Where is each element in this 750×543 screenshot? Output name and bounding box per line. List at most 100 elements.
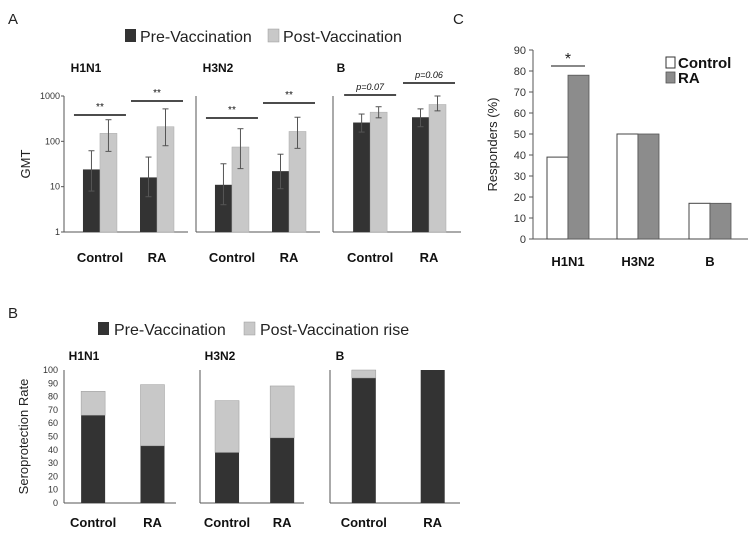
panel-letter-c: C: [453, 11, 464, 28]
a-0-category-label: Control: [77, 250, 123, 265]
b-1-category-label: RA: [273, 515, 292, 530]
a-2-category-label: Control: [347, 250, 393, 265]
c-category-label: H1N1: [551, 254, 584, 269]
legend-a-pre-label: Pre-Vaccination: [140, 29, 252, 46]
legend-c-control-swatch: [665, 56, 676, 69]
b-y-axis-title: Seroprotection Rate: [16, 379, 31, 495]
c-y-tick-label: 30: [514, 171, 526, 183]
b-y-tick-label: 20: [48, 471, 58, 481]
a-2-title: B: [337, 61, 346, 75]
a-2-bar-pre: [353, 122, 371, 232]
a-0-sig-label: **: [153, 88, 161, 99]
c-y-tick-label: 0: [520, 234, 526, 246]
a-y-tick-label: 1: [55, 227, 60, 237]
a-1-sig-label: **: [228, 105, 236, 116]
legend-b: Pre-Vaccination Post-Vaccination rise: [98, 321, 409, 339]
c-y-tick-label: 70: [514, 87, 526, 99]
a-y-tick-label: 10: [50, 182, 60, 192]
a-2-category-label: RA: [420, 250, 439, 265]
chart-c: Responders (%) 0 10 20 30 40 50 60 70 80 90 H1N1 H3N…: [485, 45, 748, 269]
a-0-bar-pre: [140, 177, 157, 232]
b-y-tick-label: 10: [48, 485, 58, 495]
a-1-category-label: Control: [209, 250, 255, 265]
legend-b-pre-swatch: [98, 322, 109, 335]
a-1-bar-pre: [214, 184, 232, 232]
b-0-category-label: RA: [143, 515, 162, 530]
a-2-bar-post: [428, 104, 447, 233]
a-2-sig-label: p=0.06: [414, 70, 443, 80]
a-2-sig-label: p=0.07: [355, 82, 385, 92]
b-0-bar-rise: [140, 384, 165, 447]
a-0-category-label: RA: [148, 250, 167, 265]
legend-a-post-label: Post-Vaccination: [283, 29, 402, 46]
b-y-tick-label: 50: [48, 432, 58, 442]
a-y-tick-label: 1000: [40, 91, 60, 101]
c-category-label: H3N2: [621, 254, 654, 269]
b-0-bar-rise: [80, 391, 106, 416]
b-y-tick-label: 0: [53, 498, 58, 508]
b-y-tick-label: 80: [48, 392, 58, 402]
c-y-tick-label: 80: [514, 66, 526, 78]
a-0-title: H1N1: [71, 61, 102, 75]
legend-c-ra-label: RA: [678, 70, 700, 87]
chart-a: GMT 1 10 100 1000 H1N1 Control ** RA ** H3N2 Contro…: [18, 61, 461, 265]
c-y-tick-label: 90: [514, 45, 526, 57]
b-0-bar-pre: [140, 445, 165, 503]
c-y-tick-label: 40: [514, 150, 526, 162]
a-1-sig-label: **: [285, 90, 293, 101]
b-1-bar-rise: [214, 400, 240, 453]
b-2-bar-pre: [420, 370, 445, 503]
b-2-bar-pre: [351, 377, 376, 503]
legend-b-pre-label: Pre-Vaccination: [114, 322, 226, 339]
b-1-category-label: Control: [204, 515, 250, 530]
legend-c-ra-swatch: [665, 71, 676, 84]
b-2-category-label: RA: [423, 515, 442, 530]
b-y-tick-label: 60: [48, 418, 58, 428]
legend-a: Pre-Vaccination Post-Vaccination: [125, 28, 402, 46]
a-2-bar-pre: [412, 117, 429, 232]
c-bar-ra: [709, 202, 732, 240]
a-1-bar-pre: [272, 171, 289, 232]
c-bar-control: [546, 156, 569, 240]
b-0-bar-pre: [81, 415, 106, 503]
c-sig-label: *: [565, 51, 571, 68]
b-1-title: H3N2: [205, 349, 236, 363]
b-1-bar-pre: [270, 437, 295, 503]
c-category-label: B: [705, 254, 714, 269]
b-1-bar-pre: [215, 452, 240, 503]
b-y-tick-label: 40: [48, 445, 58, 455]
legend-c-control-label: Control: [678, 55, 731, 72]
b-1-bar-rise: [269, 385, 295, 439]
a-1-title: H3N2: [203, 61, 234, 75]
b-0-title: H1N1: [69, 349, 100, 363]
a-0-bar-pre: [82, 169, 100, 232]
b-y-tick-label: 90: [48, 378, 58, 388]
c-bar-control: [688, 202, 711, 240]
chart-b: Seroprotection Rate 0 10 20 30 40 50 60 70 80 90 10…: [16, 349, 460, 530]
b-0-category-label: Control: [70, 515, 116, 530]
a-2-bar-post: [369, 111, 388, 233]
legend-b-post-swatch: [243, 321, 256, 336]
panel-letter-a: A: [8, 11, 18, 28]
c-y-tick-label: 20: [514, 192, 526, 204]
b-y-tick-label: 70: [48, 405, 58, 415]
c-y-tick-label: 10: [514, 213, 526, 225]
b-y-tick-label: 100: [43, 365, 58, 375]
legend-a-post-swatch: [267, 28, 280, 43]
c-y-axis-title: Responders (%): [485, 98, 500, 192]
legend-c: Control RA: [665, 55, 731, 87]
c-bar-control: [616, 133, 639, 240]
a-y-axis-title: GMT: [18, 150, 33, 179]
a-y-tick-label: 100: [45, 136, 60, 146]
a-0-sig-label: **: [96, 102, 104, 113]
b-2-bar-rise: [351, 369, 377, 379]
b-y-tick-label: 30: [48, 458, 58, 468]
c-bar-ra: [637, 133, 660, 240]
b-2-title: B: [336, 349, 345, 363]
legend-a-pre-swatch: [125, 29, 136, 42]
c-bar-ra: [567, 74, 590, 240]
b-2-category-label: Control: [341, 515, 387, 530]
c-y-tick-label: 50: [514, 129, 526, 141]
panel-letter-b: B: [8, 305, 18, 322]
